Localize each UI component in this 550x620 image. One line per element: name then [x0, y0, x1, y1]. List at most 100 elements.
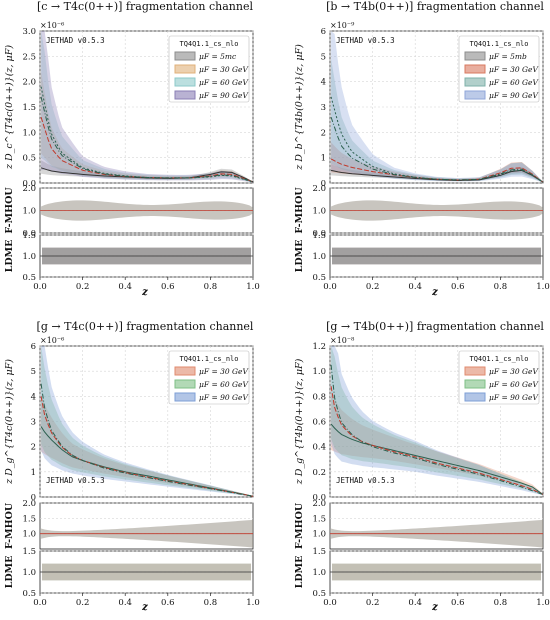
legend-swatch	[464, 77, 486, 87]
series-line	[40, 383, 254, 497]
y-tick-label: 0	[321, 179, 326, 189]
legend-entry: μF = 90 GeV	[489, 393, 539, 402]
legend-swatch	[464, 64, 486, 74]
legend-swatch	[174, 51, 196, 61]
y-tick-label: 0.0	[22, 179, 36, 189]
mhou-tick-label: 0.0	[22, 229, 36, 239]
legend-swatch	[174, 90, 196, 100]
legend-entry: μF = 30 GeV	[489, 367, 539, 376]
ldme-axis-label: LDME	[294, 556, 305, 589]
uncertainty-band	[41, 31, 253, 183]
legend-swatch	[464, 51, 486, 61]
y-axis-label: z D_b^{T4b(0++)}(z, μF)	[294, 44, 305, 171]
y-tick-label: 0.8	[312, 392, 326, 402]
watermark-label: JETHAD v0.5.3	[46, 36, 105, 45]
x-tick-label: 0.6	[451, 282, 465, 292]
x-tick-label: 0.0	[33, 282, 47, 292]
legend-entry: μF = 90 GeV	[199, 393, 249, 402]
mhou-tick-label: 2.0	[22, 184, 36, 194]
ldme-tick-label: 0.5	[22, 273, 36, 283]
x-tick-label: 1.0	[246, 282, 260, 292]
y-tick-label: 2	[321, 128, 326, 138]
x-tick-label: 0.2	[76, 598, 90, 608]
legend-swatch	[174, 64, 196, 74]
y-tick-label: 0	[31, 493, 36, 503]
legend-swatch	[174, 379, 196, 389]
chart-panel-2: [b → T4b(0++)] fragmentation channel 0 1 2 3…	[294, 0, 550, 298]
ldme-tick-label: 1.5	[22, 231, 36, 241]
legend-swatch	[464, 379, 486, 389]
legend-title: TQ4Q1.1_cs_nlo	[179, 355, 238, 363]
y-tick-label: 6	[31, 342, 36, 352]
legend-swatch	[174, 366, 196, 376]
legend-box	[168, 350, 250, 405]
legend-title: TQ4Q1.1_cs_nlo	[179, 40, 238, 48]
legend-swatch	[464, 90, 486, 100]
uncertainty-band	[41, 71, 253, 183]
uncertainty-band	[41, 31, 253, 183]
series-line	[330, 169, 544, 183]
y-tick-label: 1	[31, 468, 36, 478]
y-axis-label: z D_g^{T4b(0++)}(z, μF)	[294, 358, 305, 485]
x-axis-label: z	[431, 287, 438, 298]
mhou-tick-label: 1.5	[22, 514, 36, 524]
legend-swatch	[464, 392, 486, 402]
x-tick-label: 0.4	[118, 282, 132, 292]
chart-title: [c → T4c(0++)] fragmentation channel	[37, 0, 254, 13]
y-axis-label: z D_c^{T4c(0++)}(z, μF)	[4, 45, 15, 170]
legend-entry: μF = 60 GeV	[199, 380, 249, 389]
chart-title: [b → T4b(0++)] fragmentation channel	[326, 0, 544, 13]
legend-entry: μF = 60 GeV	[489, 380, 539, 389]
legend-entry: μF = 30 GeV	[199, 65, 249, 74]
x-axis-label: z	[141, 602, 148, 613]
x-tick-label: 0.0	[323, 282, 337, 292]
y-tick-label: 1.5	[22, 103, 36, 113]
uncertainty-band	[41, 395, 253, 497]
ldme-axis-label: LDME	[294, 240, 305, 273]
legend-entry: μF = 90 GeV	[489, 91, 539, 100]
legend-swatch	[174, 392, 196, 402]
y-tick-label: 2.0	[22, 78, 36, 88]
mhou-axis-label: F-MHOU	[294, 502, 305, 549]
chart-panel-1: [c → T4c(0++)] fragmentation channel0.00…	[4, 0, 260, 298]
mhou-axis-label: F-MHOU	[294, 187, 305, 234]
y-exponent-label: ×10⁻⁶	[40, 21, 64, 30]
legend-title: TQ4Q1.1_cs_nlo	[469, 355, 528, 363]
mhou-tick-label: 1.0	[312, 207, 326, 217]
x-tick-label: 0.2	[76, 282, 90, 292]
y-tick-label: 5	[321, 52, 326, 62]
y-tick-label: 4	[321, 78, 326, 88]
ldme-tick-label: 0.5	[312, 273, 326, 283]
legend-entry: μF = 5mc	[199, 52, 237, 61]
legend-swatch	[174, 77, 196, 87]
watermark-label: JETHAD v0.5.3	[336, 476, 395, 485]
y-tick-label: 0.4	[312, 443, 326, 453]
x-tick-label: 0.4	[118, 598, 132, 608]
ldme-tick-label: 1.0	[22, 252, 36, 262]
x-tick-label: 0.4	[408, 282, 422, 292]
chart-title: [g → T4c(0++)] fragmentation channel	[37, 320, 254, 333]
legend-box	[458, 350, 540, 405]
x-tick-label: 1.0	[536, 282, 550, 292]
y-exponent-label: ×10⁻⁹	[330, 21, 355, 30]
ldme-tick-label: 1.0	[312, 252, 326, 262]
y-axis-label: z D_g^{T4c(0++)}(z, μF)	[4, 359, 15, 485]
uncertainty-band	[41, 346, 253, 497]
mhou-tick-label: 1.0	[312, 530, 326, 540]
ldme-tick-label: 1.5	[312, 231, 326, 241]
ldme-axis-label: LDME	[4, 556, 15, 589]
x-tick-label: 0.2	[366, 598, 380, 608]
x-tick-label: 0.0	[323, 598, 337, 608]
x-tick-label: 0.6	[161, 282, 175, 292]
x-tick-label: 0.8	[494, 598, 508, 608]
y-exponent-label: ×10⁻⁸	[330, 336, 354, 345]
ldme-tick-label: 0.5	[22, 589, 36, 599]
y-tick-label: 5	[31, 367, 36, 377]
x-tick-label: 0.2	[366, 282, 380, 292]
x-axis-label: z	[431, 602, 438, 613]
chart-title: [g → T4b(0++)] fragmentation channel	[326, 320, 544, 333]
x-tick-label: 0.4	[408, 598, 422, 608]
x-tick-label: 0.8	[494, 282, 508, 292]
x-tick-label: 0.8	[204, 282, 218, 292]
